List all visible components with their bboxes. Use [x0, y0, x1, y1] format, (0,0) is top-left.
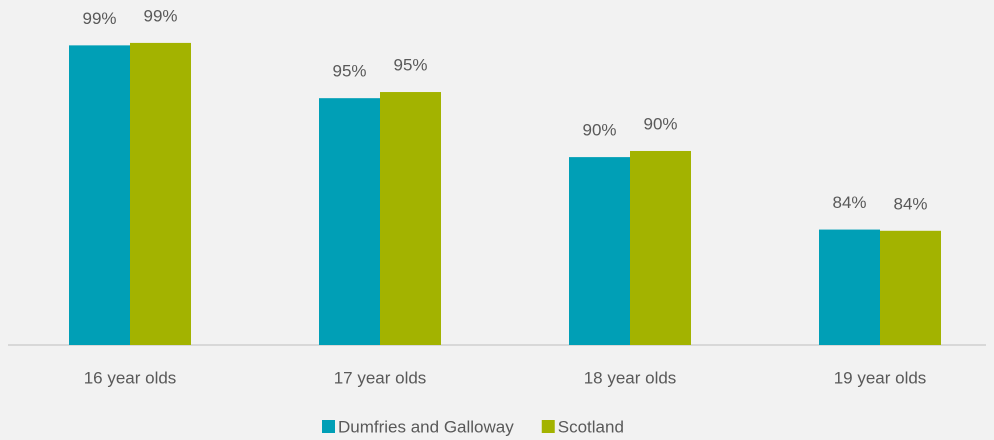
bar: [880, 230, 941, 345]
x-tick-label: 18 year olds: [584, 368, 677, 387]
bar: [130, 42, 191, 346]
x-tick-label: 17 year olds: [334, 368, 427, 387]
data-label: 95%: [393, 56, 427, 75]
data-label: 84%: [893, 194, 927, 213]
legend-label: Dumfries and Galloway: [338, 417, 514, 436]
data-label: 90%: [582, 121, 616, 140]
bar: [380, 92, 441, 345]
data-label: 90%: [643, 114, 677, 133]
data-label: 99%: [82, 9, 116, 28]
bar: [319, 98, 380, 345]
legend-swatch: [541, 420, 555, 433]
bar: [819, 229, 880, 345]
bar: [569, 157, 630, 345]
data-label: 84%: [832, 193, 866, 212]
bar: [69, 45, 130, 345]
x-tick-label: 19 year olds: [834, 368, 927, 387]
legend-label: Scotland: [558, 417, 624, 436]
data-label: 99%: [143, 6, 177, 25]
bar: [630, 150, 691, 345]
x-tick-label: 16 year olds: [84, 368, 177, 387]
data-label: 95%: [332, 62, 366, 81]
legend-swatch: [322, 420, 335, 433]
